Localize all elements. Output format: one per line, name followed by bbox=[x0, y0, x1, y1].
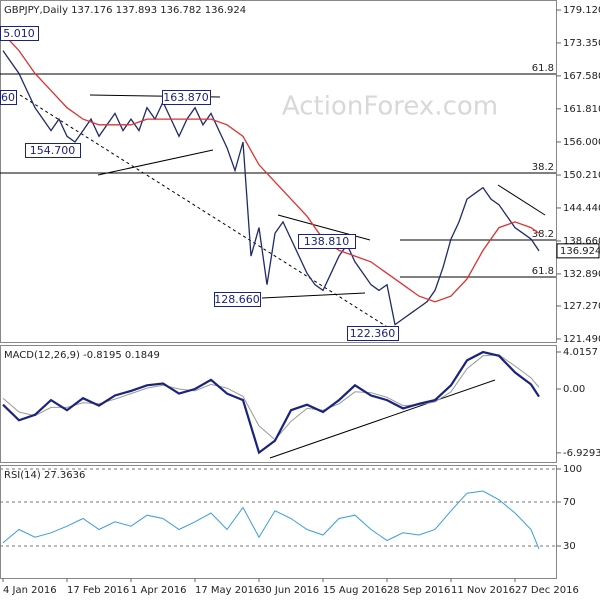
annotation: 138.810 bbox=[304, 235, 350, 248]
y-tick-label: 0.00 bbox=[563, 384, 585, 395]
annotation: 60 bbox=[1, 91, 15, 104]
y-tick-label: 121.490 bbox=[563, 334, 600, 345]
x-tick-label: 28 Sep 2016 bbox=[387, 585, 450, 596]
panel-title: GBPJPY,Daily 137.176 137.893 136.782 136… bbox=[4, 5, 246, 16]
x-tick-label: 17 May 2016 bbox=[195, 585, 260, 596]
level-label: 61.8 bbox=[532, 266, 554, 277]
last-price-box bbox=[556, 243, 600, 259]
annotation: 154.700 bbox=[30, 144, 76, 157]
annotation-box bbox=[347, 326, 399, 341]
panel-frame bbox=[0, 0, 557, 343]
last-price: 136.924 bbox=[560, 246, 600, 257]
y-tick-label: 127.270 bbox=[563, 301, 600, 312]
annotation: 5.010 bbox=[3, 27, 35, 40]
y-tick-label: 179.120 bbox=[563, 5, 600, 16]
trendline bbox=[97, 149, 214, 176]
trendline bbox=[497, 184, 546, 216]
x-tick-label: 15 Aug 2016 bbox=[323, 585, 387, 596]
y-tick-label: 173.350 bbox=[563, 38, 600, 49]
trendlines bbox=[19, 94, 546, 459]
panel-title: RSI(14) 27.3636 bbox=[4, 470, 85, 481]
annotation-box bbox=[25, 143, 81, 158]
series-line bbox=[2, 350, 540, 455]
y-tick-label: 4.0157 bbox=[563, 347, 598, 358]
series-line bbox=[2, 33, 540, 303]
annotation-box bbox=[162, 90, 211, 105]
series-line bbox=[2, 490, 540, 550]
y-tick-label: 167.580 bbox=[563, 71, 600, 82]
y-tick-label: 30 bbox=[563, 541, 576, 552]
level-label: 61.8 bbox=[532, 63, 554, 74]
panel-frame bbox=[0, 345, 557, 463]
y-tick-label: 70 bbox=[563, 497, 576, 508]
y-tick-label: 132.890 bbox=[563, 269, 600, 280]
y-tick-label: 144.440 bbox=[563, 203, 600, 214]
panel-title: MACD(12,26,9) -0.8195 0.1849 bbox=[4, 350, 160, 361]
annotation: 163.870 bbox=[163, 91, 209, 104]
annotation: 128.660 bbox=[214, 293, 260, 306]
annotation-box bbox=[214, 292, 261, 307]
x-tick-label: 30 Jun 2016 bbox=[259, 585, 319, 596]
annotation-box bbox=[0, 90, 17, 105]
annotation-box bbox=[298, 234, 356, 249]
y-tick-label: -6.9293 bbox=[563, 448, 600, 459]
trendline bbox=[261, 292, 366, 299]
level-label: 38.2 bbox=[532, 229, 554, 240]
x-tick-label: 11 Nov 2016 bbox=[451, 585, 515, 596]
x-tick-label: 27 Dec 2016 bbox=[515, 585, 579, 596]
x-tick-label: 17 Feb 2016 bbox=[67, 585, 129, 596]
annotation: 122.360 bbox=[350, 327, 396, 340]
y-tick-label: 156.000 bbox=[563, 137, 600, 148]
y-tick-label: 161.810 bbox=[563, 104, 600, 115]
watermark: ActionForex.com bbox=[282, 92, 498, 122]
y-tick-label: 138.660 bbox=[563, 236, 600, 247]
panel-frame bbox=[0, 465, 557, 579]
trendline bbox=[19, 94, 401, 336]
y-tick-label: 100 bbox=[563, 464, 582, 475]
x-tick-label: 1 Apr 2016 bbox=[131, 585, 186, 596]
x-tick-label: 4 Jan 2016 bbox=[3, 585, 57, 596]
trendline bbox=[269, 379, 496, 459]
y-tick-label: 150.210 bbox=[563, 170, 600, 181]
annotation-box bbox=[0, 26, 39, 41]
level-label: 38.2 bbox=[532, 162, 554, 173]
